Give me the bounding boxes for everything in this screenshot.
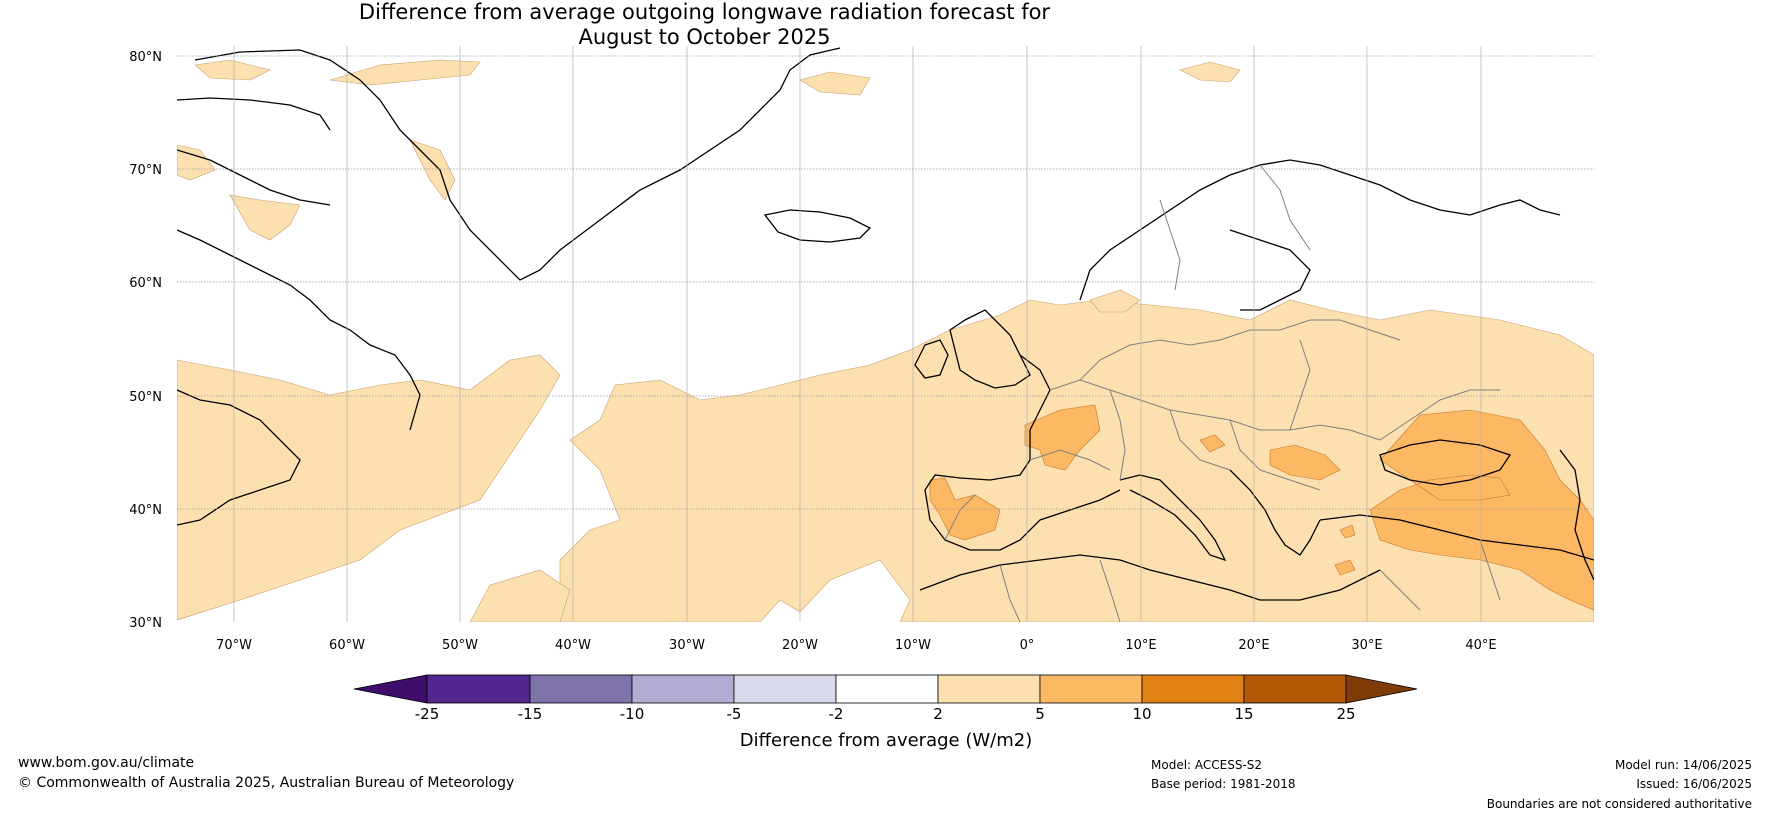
latitude-labels: 80°N 70°N 60°N 50°N 40°N 30°N: [129, 50, 162, 631]
colorbar-ticks: -25 -15 -10 -5 -2 2 5 10 15 25: [415, 705, 1356, 723]
lon-label: 10°E: [1125, 638, 1156, 653]
colorbar-tick: 10: [1132, 705, 1151, 723]
colorbar-tick: 2: [933, 705, 943, 723]
colorbar-segment: [529, 674, 633, 704]
colorbar-tick: -15: [518, 705, 543, 723]
colorbar-tick: 25: [1336, 705, 1355, 723]
map-title: Difference from average outgoing longwav…: [0, 0, 1409, 50]
colorbar-tick: -2: [829, 705, 844, 723]
lon-label: 30°E: [1351, 638, 1382, 653]
graticule-meridians: [233, 46, 1482, 622]
lon-label: 50°W: [442, 638, 478, 653]
colorbar-segment: [1243, 674, 1347, 704]
colorbar-segment: [1039, 674, 1143, 704]
colorbar-tick: 15: [1234, 705, 1253, 723]
colorbar-segment: [835, 674, 939, 704]
colorbar-tick: -25: [415, 705, 440, 723]
colorbar-segment: [733, 674, 837, 704]
colorbar-label: Difference from average (W/m2): [740, 730, 1032, 751]
footer-model-run: Model run: 14/06/2025: [1614, 758, 1752, 772]
footer-copyright: © Commonwealth of Australia 2025, Austra…: [18, 775, 515, 791]
title-line-1: Difference from average outgoing longwav…: [358, 0, 1051, 24]
colorbar-extend-max: [1345, 674, 1418, 704]
lat-label: 40°N: [129, 503, 162, 518]
colorbar-segment: [426, 674, 531, 704]
footer-model: Model: ACCESS-S2: [1151, 758, 1263, 772]
lat-label: 70°N: [129, 163, 162, 178]
map-area: [177, 46, 1594, 622]
anomaly-5-to-10-shading: [929, 404, 1594, 611]
colorbar: [353, 674, 1418, 704]
lon-label: 20°E: [1238, 638, 1269, 653]
lon-label: 20°W: [782, 638, 818, 653]
colorbar-tick: 5: [1035, 705, 1045, 723]
lon-label: 60°W: [329, 638, 365, 653]
longitude-labels: 70°W 60°W 50°W 40°W 30°W 20°W 10°W 0° 10…: [216, 638, 1497, 653]
anomaly-2-to-5-shading: [177, 59, 1594, 622]
country-borders: [944, 164, 1501, 622]
footer-base-period: Base period: 1981-2018: [1151, 777, 1296, 791]
lon-label: 40°W: [555, 638, 591, 653]
lon-label: 70°W: [216, 638, 252, 653]
graticule-parallels: [177, 55, 1594, 510]
footer-disclaimer: Boundaries are not considered authoritat…: [1486, 797, 1752, 811]
colorbar-tick: -10: [620, 705, 645, 723]
lon-label: 10°W: [895, 638, 931, 653]
colorbar-segment: [1141, 674, 1245, 704]
footer-issued: Issued: 16/06/2025: [1636, 777, 1752, 791]
title-line-2: August to October 2025: [578, 25, 831, 49]
lat-label: 50°N: [129, 390, 162, 405]
colorbar-segment: [631, 674, 735, 704]
colorbar-segment: [937, 674, 1041, 704]
lon-label: 40°E: [1465, 638, 1496, 653]
colorbar-extend-min: [353, 674, 428, 704]
lon-label: 30°W: [669, 638, 705, 653]
footer-url[interactable]: www.bom.gov.au/climate: [18, 755, 195, 771]
lat-label: 30°N: [129, 616, 162, 631]
colorbar-tick: -5: [727, 705, 742, 723]
lon-label: 0°: [1020, 638, 1035, 653]
lat-label: 60°N: [129, 276, 162, 291]
lat-label: 80°N: [129, 50, 162, 65]
